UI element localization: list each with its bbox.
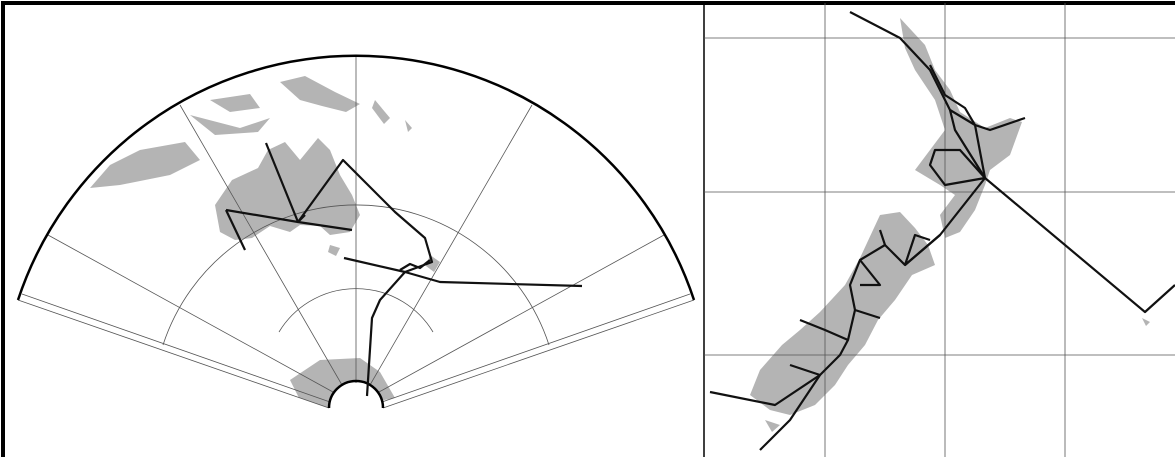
- cable-routes: [225, 142, 583, 397]
- graticule: [704, 3, 1175, 457]
- graticule: [17, 55, 695, 409]
- cable-routes: [709, 11, 1175, 451]
- fan-outline: [16, 54, 696, 409]
- right-map: [704, 3, 1175, 457]
